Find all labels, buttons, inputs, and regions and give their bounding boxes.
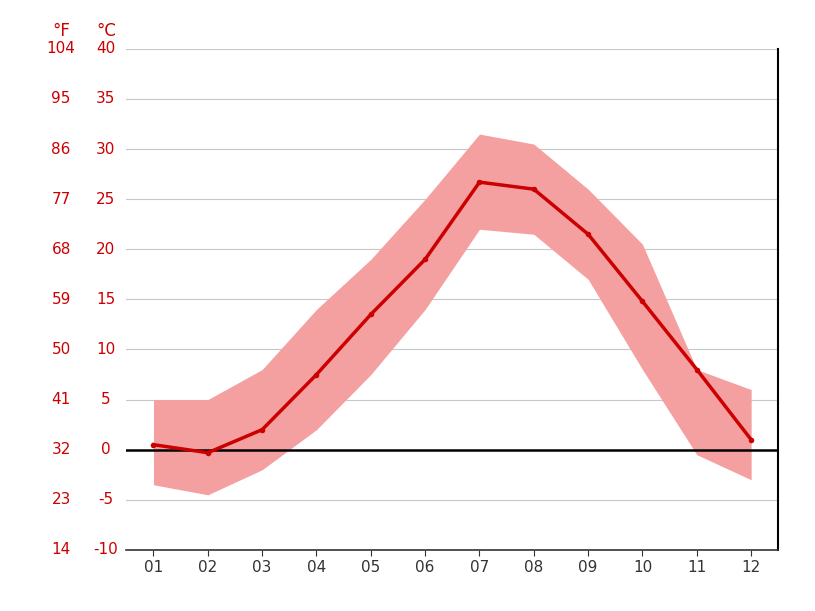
Text: 30: 30 [96,142,116,156]
Text: 35: 35 [96,92,116,106]
Text: 10: 10 [96,342,116,357]
Text: 0: 0 [101,442,111,457]
Text: 25: 25 [96,192,116,207]
Text: 95: 95 [51,92,71,106]
Text: -5: -5 [99,492,113,507]
Text: 15: 15 [96,292,116,307]
Text: 40: 40 [96,42,116,56]
Text: 20: 20 [96,242,116,257]
Text: 5: 5 [101,392,111,407]
Text: °F: °F [52,22,70,40]
Text: 14: 14 [51,543,71,557]
Text: 59: 59 [51,292,71,307]
Text: 104: 104 [46,42,76,56]
Text: 41: 41 [51,392,71,407]
Text: 86: 86 [51,142,71,156]
Text: 32: 32 [51,442,71,457]
Text: 68: 68 [51,242,71,257]
Text: -10: -10 [94,543,118,557]
Text: 50: 50 [51,342,71,357]
Text: 23: 23 [51,492,71,507]
Text: 77: 77 [51,192,71,207]
Text: °C: °C [96,22,116,40]
